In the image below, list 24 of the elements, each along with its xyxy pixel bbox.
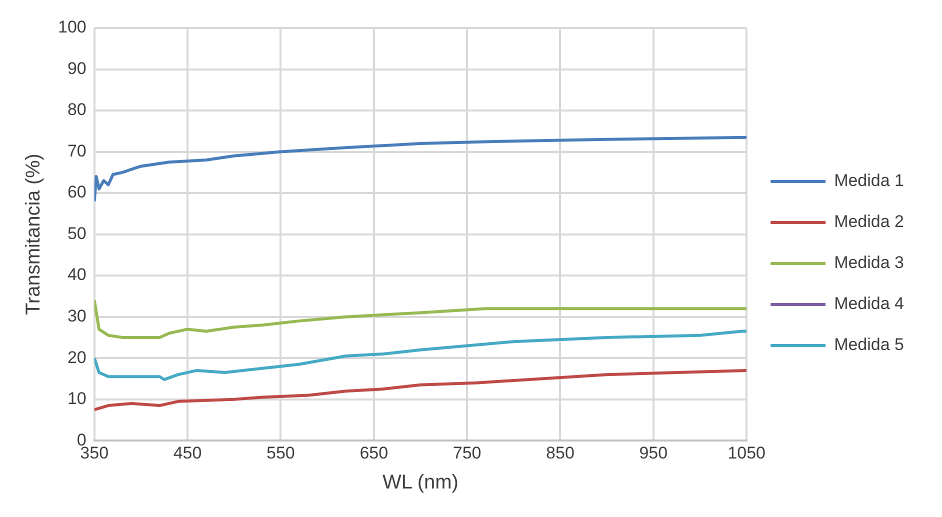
- x-tick-label: 750: [452, 443, 482, 462]
- x-tick-label: 550: [266, 443, 295, 462]
- y-tick-label: 60: [67, 182, 86, 202]
- x-tick-label: 450: [173, 443, 202, 462]
- x-tick-label: 850: [546, 443, 574, 462]
- x-tick-label: 950: [639, 443, 668, 462]
- y-axis-title: Transmitancia (%): [22, 154, 45, 316]
- legend-label: Medida 2: [834, 212, 904, 232]
- x-tick-label: 1050: [728, 443, 766, 462]
- legend-label: Medida 5: [834, 335, 904, 354]
- y-tick-label: 50: [67, 224, 86, 243]
- y-tick-label: 80: [67, 100, 86, 120]
- legend-label: Medida 1: [834, 171, 904, 190]
- x-tick-label: 650: [360, 443, 388, 462]
- y-tick-label: 70: [67, 141, 86, 160]
- legend-label: Medida 4: [834, 294, 904, 314]
- y-tick-label: 40: [67, 265, 86, 284]
- y-tick-label: 30: [67, 306, 86, 326]
- x-axis-title: WL (nm): [382, 472, 458, 494]
- y-tick-label: 100: [58, 18, 86, 37]
- y-tick-label: 20: [67, 348, 86, 367]
- y-tick-label: 90: [67, 58, 86, 78]
- y-tick-label: 10: [67, 389, 86, 408]
- legend-label: Medida 3: [834, 253, 904, 272]
